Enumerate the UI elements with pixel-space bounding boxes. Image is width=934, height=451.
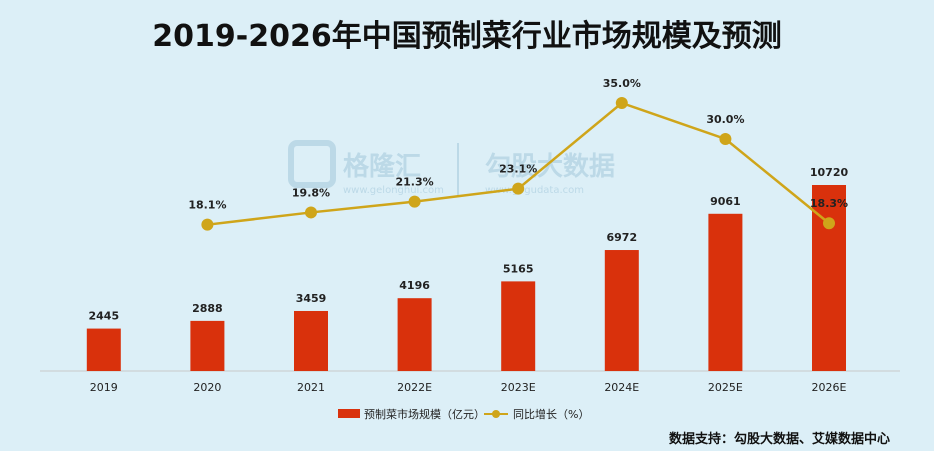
watermark-left-url: www.gelonghui.com [343, 185, 444, 196]
legend-bar-swatch [338, 409, 360, 418]
line-layer [201, 97, 835, 231]
bar-labels-layer: 2445 2888 3459 4196 5165 6972 9061 10720 [88, 166, 848, 323]
growth-point-2023E [512, 182, 525, 195]
line-labels-layer: 18.1% 19.8% 21.3% 23.1% 35.0% 30.0% 18.3% [188, 77, 848, 212]
bar-2020 [190, 320, 225, 371]
growth-point-2025E [719, 133, 732, 145]
bar-2019 [86, 328, 121, 371]
bar-2026E [812, 185, 846, 371]
bar-value-label: 6972 [606, 231, 637, 244]
growth-point-2024E [615, 97, 628, 109]
watermark-left-brand: 格隆汇 [343, 151, 421, 182]
watermark: 格隆汇 www.gelonghui.com 勾股大数据 www.gogudata… [288, 140, 615, 196]
growth-value-label: 30.0% [706, 113, 744, 126]
x-tick-label: 2024E [604, 381, 639, 394]
growth-point-2020 [201, 218, 214, 231]
bars-layer [86, 185, 846, 371]
bar-value-label: 9061 [710, 195, 741, 208]
growth-point-2026E [823, 217, 835, 230]
growth-value-label: 21.3% [396, 176, 434, 189]
growth-point-2022E [408, 195, 421, 208]
growth-value-label: 19.8% [292, 186, 330, 199]
x-tick-label: 2026E [812, 381, 847, 394]
growth-value-label: 35.0% [603, 77, 641, 90]
bar-value-label: 4196 [399, 279, 430, 292]
watermark-right-brand: 勾股大数据 [485, 152, 615, 182]
growth-point-2021 [305, 206, 317, 219]
bar-value-label: 3459 [296, 292, 327, 305]
legend: 预制菜市场规模（亿元） 同比增长（%） [338, 407, 589, 421]
x-tick-labels: 2019 2020 2021 2022E 2023E 2024E 2025E 2026E [90, 381, 847, 394]
bar-2021 [294, 310, 328, 371]
bar-2023E [501, 281, 536, 371]
legend-line-label: 同比增长（%） [513, 407, 589, 421]
x-tick-label: 2023E [501, 381, 536, 394]
legend-bar-label: 预制菜市场规模（亿元） [364, 407, 485, 421]
x-tick-label: 2019 [90, 381, 118, 394]
bar-value-label: 5165 [503, 262, 534, 275]
bar-2022E [397, 298, 432, 371]
x-tick-label: 2021 [297, 381, 325, 394]
growth-value-label: 18.1% [188, 199, 226, 212]
watermark-right-url: www.gogudata.com [485, 185, 584, 196]
x-tick-label: 2025E [708, 381, 743, 394]
bar-2025E [708, 213, 743, 371]
watermark-logo-icon [288, 140, 336, 188]
bar-value-label: 2445 [88, 310, 119, 323]
bar-value-label: 10720 [810, 166, 849, 179]
bar-2024E [604, 250, 639, 371]
x-tick-label: 2022E [397, 381, 432, 394]
growth-value-label: 18.3% [810, 197, 848, 210]
source-note: 数据支持：勾股大数据、艾媒数据中心 [669, 431, 890, 447]
x-tick-label: 2020 [193, 381, 221, 394]
bar-value-label: 2888 [192, 302, 223, 315]
chart-title: 2019-2026年中国预制菜行业市场规模及预测 [152, 19, 781, 54]
legend-line-marker [492, 410, 500, 418]
growth-value-label: 23.1% [499, 163, 537, 176]
